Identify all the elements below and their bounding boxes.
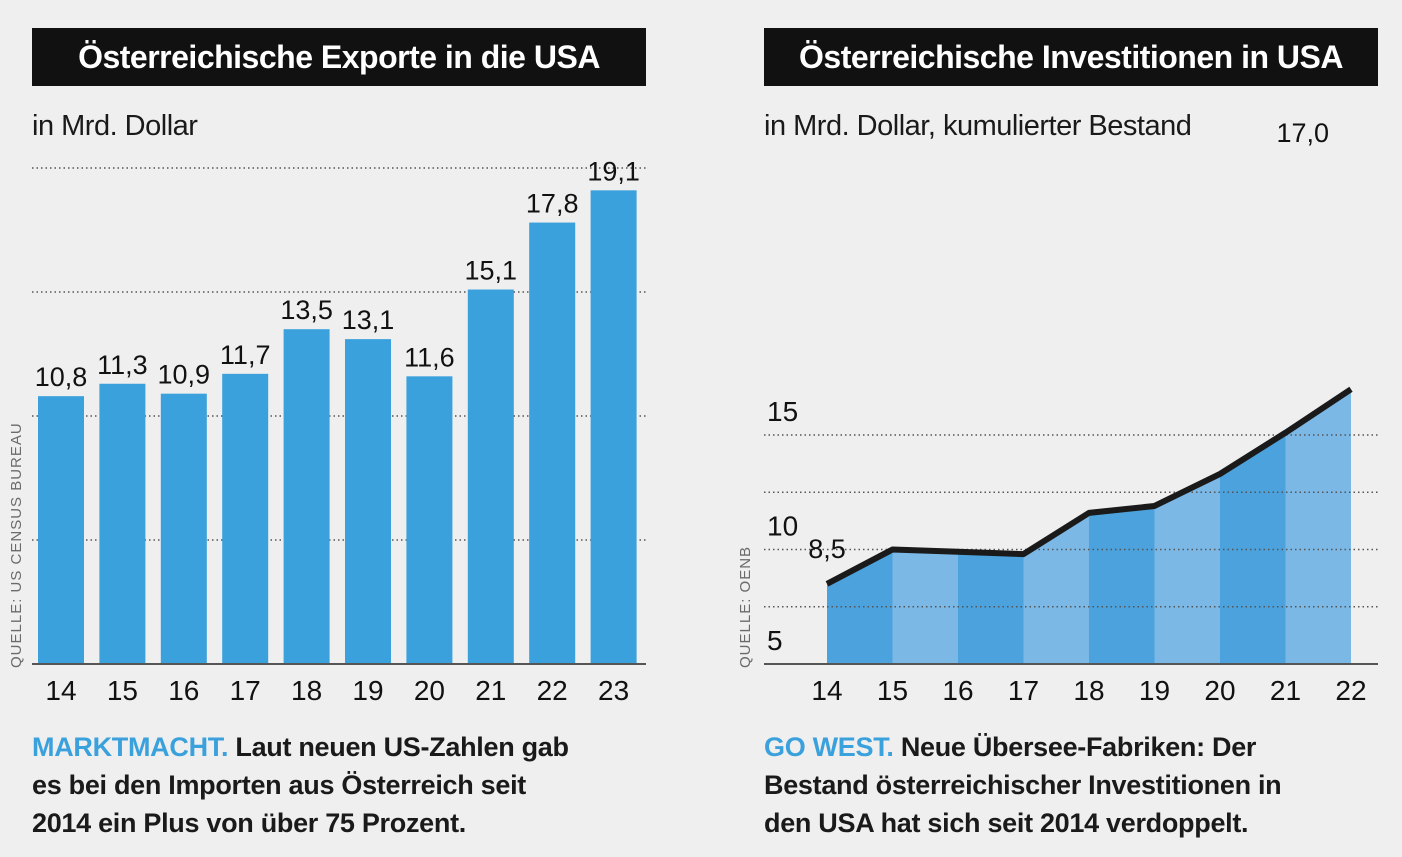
x-tick-label-18: 18 xyxy=(1073,675,1104,706)
y-tick-label-5: 5 xyxy=(767,625,783,656)
x-tick-label-16: 16 xyxy=(942,675,973,706)
bar-value-label-19: 13,1 xyxy=(342,305,395,335)
investments-unit-label: in Mrd. Dollar, kumulierter Bestand xyxy=(764,110,1192,142)
exports-caption-line3: 2014 ein Plus von über 75 Prozent. xyxy=(32,808,466,838)
investments-caption-line2: Bestand österreichischer Investitionen i… xyxy=(764,770,1282,800)
area-band-19-20 xyxy=(1154,473,1220,664)
bar-value-label-22: 17,8 xyxy=(526,189,579,219)
x-tick-label-19: 19 xyxy=(1139,675,1170,706)
investments-area-chart: 5 10 15 8,5 17,0 14 15 16 17 18 19 20 21 22 xyxy=(764,118,1378,706)
y-tick-label-10: 10 xyxy=(767,511,798,542)
bar-value-label-20: 11,6 xyxy=(404,342,455,372)
x-tick-label-22: 22 xyxy=(1335,675,1366,706)
x-tick-label-18: 18 xyxy=(291,675,322,706)
y-tick-label-15: 15 xyxy=(767,396,798,427)
exports-bar-chart: 10,8 14 11,3 15 10,9 16 11,7 17 13,5 18 13,1 19 11,6… xyxy=(32,156,646,706)
bar-value-label-14: 10,8 xyxy=(35,362,88,392)
bar-23 xyxy=(590,190,637,664)
x-tick-label-21: 21 xyxy=(475,675,506,706)
x-tick-label-14: 14 xyxy=(811,675,842,706)
exports-chart-panel: Österreichische Exporte in die USA in Mr… xyxy=(0,0,660,857)
area-band-16-17 xyxy=(958,551,1024,664)
bar-17 xyxy=(222,373,269,664)
area-band-15-16 xyxy=(892,549,958,664)
x-tick-label-21: 21 xyxy=(1270,675,1301,706)
investments-caption-kicker: GO WEST. xyxy=(764,732,894,762)
bar-15 xyxy=(99,383,146,664)
investments-caption-line3: den USA hat sich seit 2014 verdoppelt. xyxy=(764,808,1249,838)
annotation-14: 8,5 xyxy=(808,534,846,564)
bar-value-label-17: 11,7 xyxy=(220,340,271,370)
annotation-22: 17,0 xyxy=(1276,118,1329,148)
bar-value-label-16: 10,9 xyxy=(158,360,211,390)
area-band-21-22 xyxy=(1285,389,1351,664)
x-tick-label-20: 20 xyxy=(1204,675,1235,706)
bar-value-label-21: 15,1 xyxy=(465,256,518,286)
investments-chart-title: Österreichische Investitionen in USA xyxy=(764,28,1378,86)
x-tick-label-15: 15 xyxy=(107,675,138,706)
bar-16 xyxy=(160,393,207,664)
exports-caption-kicker: MARKTMACHT. xyxy=(32,732,229,762)
x-tick-label-14: 14 xyxy=(45,675,76,706)
bar-22 xyxy=(529,222,576,664)
area-band-18-19 xyxy=(1089,505,1155,664)
investments-chart-panel: Österreichische Investitionen in USA in … xyxy=(737,0,1402,857)
exports-chart-title: Österreichische Exporte in die USA xyxy=(32,28,646,86)
x-tick-label-16: 16 xyxy=(168,675,199,706)
investments-caption: GO WEST. Neue Übersee-Fabriken: Der Best… xyxy=(764,728,1394,842)
bar-14 xyxy=(38,396,84,664)
x-tick-label-22: 22 xyxy=(537,675,568,706)
series-line xyxy=(825,386,1353,587)
bar-value-label-15: 11,3 xyxy=(97,350,148,380)
bar-value-label-23: 19,1 xyxy=(587,156,640,186)
area-band-17-18 xyxy=(1023,512,1089,664)
x-tick-label-17: 17 xyxy=(230,675,261,706)
x-tick-label-20: 20 xyxy=(414,675,445,706)
bar-value-label-18: 13,5 xyxy=(280,295,333,325)
x-tick-label-17: 17 xyxy=(1008,675,1039,706)
bar-21 xyxy=(467,289,514,664)
exports-caption-line2: es bei den Importen aus Österreich seit xyxy=(32,770,526,800)
bar-19 xyxy=(345,339,391,664)
bar-18 xyxy=(283,329,330,664)
x-tick-label-19: 19 xyxy=(352,675,383,706)
x-tick-label-23: 23 xyxy=(598,675,629,706)
exports-caption-line1: Laut neuen US-Zahlen gab xyxy=(235,732,569,762)
exports-unit-label: in Mrd. Dollar xyxy=(32,110,198,142)
x-tick-label-15: 15 xyxy=(877,675,908,706)
bar-20 xyxy=(406,376,453,664)
exports-caption: MARKTMACHT. Laut neuen US-Zahlen gab es … xyxy=(32,728,652,842)
investments-caption-line1: Neue Übersee-Fabriken: Der xyxy=(900,732,1257,762)
